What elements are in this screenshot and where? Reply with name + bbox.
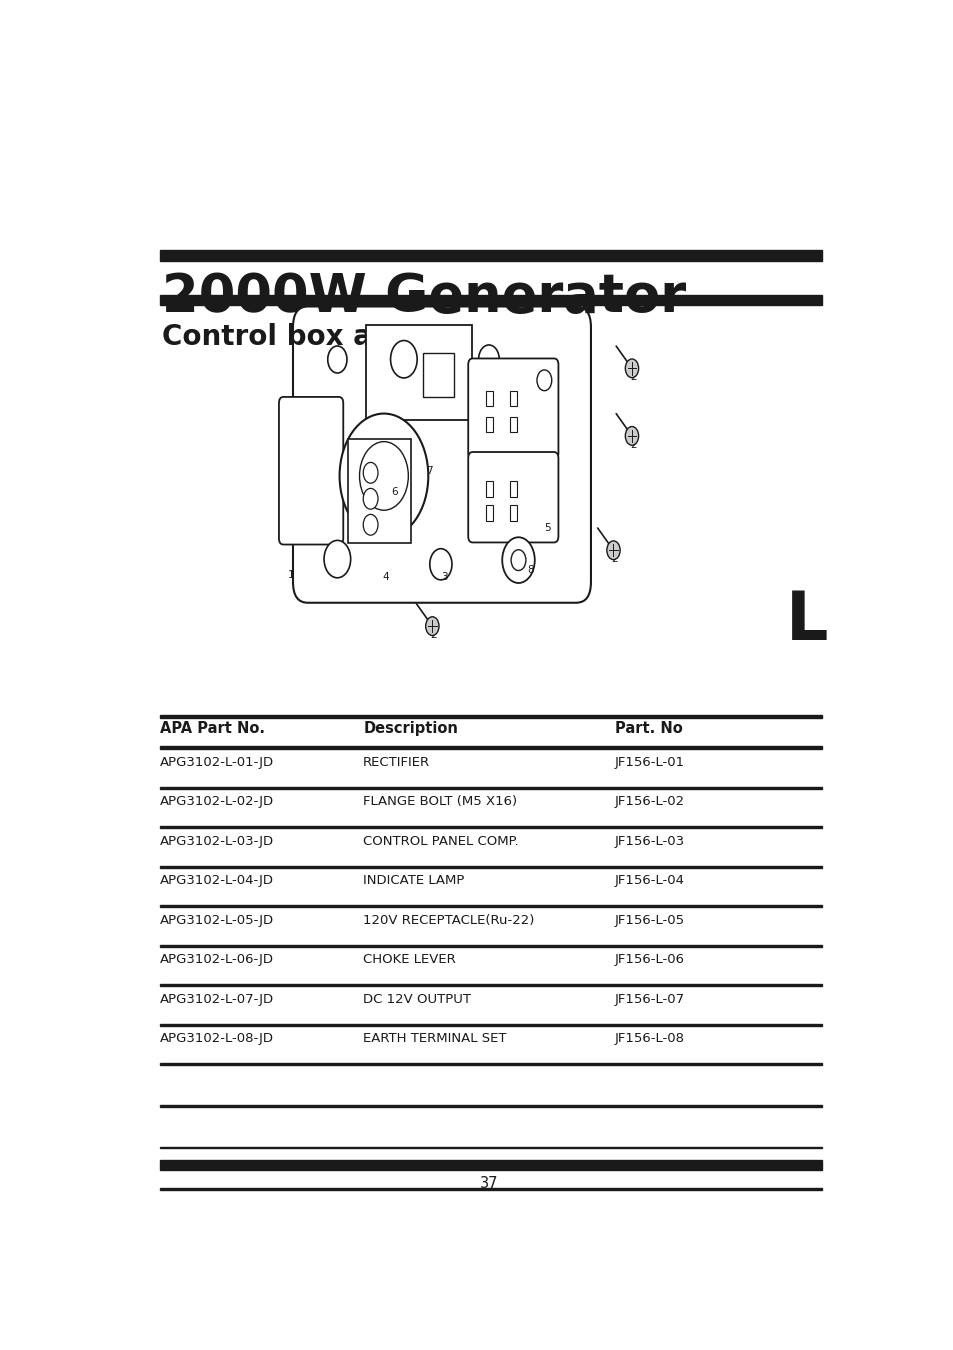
Text: CHOKE LEVER: CHOKE LEVER [363, 953, 456, 967]
Text: 2: 2 [430, 630, 436, 640]
Text: FLANGE BOLT (M5 X16): FLANGE BOLT (M5 X16) [363, 795, 517, 809]
Circle shape [390, 340, 416, 378]
Text: JF156-L-02: JF156-L-02 [614, 795, 684, 809]
Text: JF156-L-03: JF156-L-03 [614, 834, 684, 848]
Circle shape [537, 370, 551, 390]
Circle shape [501, 537, 535, 583]
Bar [160, 865, 821, 868]
Text: JF156-L-08: JF156-L-08 [614, 1031, 684, 1045]
Bar [485, 390, 493, 406]
Text: 2: 2 [629, 373, 636, 382]
Bar [160, 716, 821, 718]
Text: JF156-L-07: JF156-L-07 [614, 992, 684, 1006]
Text: 2: 2 [611, 555, 618, 564]
Text: 5: 5 [544, 522, 551, 533]
Text: APG3102-L-02-JD: APG3102-L-02-JD [160, 795, 274, 809]
Bar [160, 1023, 821, 1026]
Bar [160, 1064, 821, 1065]
Text: 4: 4 [382, 572, 389, 582]
Text: 2: 2 [629, 440, 636, 450]
FancyBboxPatch shape [422, 352, 454, 397]
FancyBboxPatch shape [468, 359, 558, 459]
Circle shape [328, 346, 347, 373]
Bar [160, 1106, 821, 1107]
Bar [160, 250, 821, 261]
Circle shape [425, 617, 438, 636]
Bar [509, 417, 517, 432]
Text: APG3102-L-06-JD: APG3102-L-06-JD [160, 953, 274, 967]
Text: INDICATE LAMP: INDICATE LAMP [363, 873, 464, 887]
Text: EARTH TERMINAL SET: EARTH TERMINAL SET [363, 1031, 506, 1045]
Text: Description: Description [363, 721, 457, 736]
Text: RECTIFIER: RECTIFIER [363, 756, 430, 768]
Circle shape [339, 413, 428, 539]
Bar [485, 505, 493, 521]
Text: 1: 1 [288, 570, 294, 579]
Circle shape [606, 541, 619, 560]
Bar [160, 945, 821, 946]
Bar [485, 481, 493, 497]
Circle shape [429, 548, 452, 580]
Text: 7: 7 [426, 466, 433, 475]
Text: APG3102-L-04-JD: APG3102-L-04-JD [160, 873, 274, 887]
Text: APG3102-L-03-JD: APG3102-L-03-JD [160, 834, 274, 848]
Text: CONTROL PANEL COMP.: CONTROL PANEL COMP. [363, 834, 518, 848]
Text: APG3102-L-05-JD: APG3102-L-05-JD [160, 914, 274, 926]
Circle shape [511, 549, 525, 571]
FancyBboxPatch shape [347, 439, 411, 544]
Circle shape [624, 427, 638, 446]
Text: 120V RECEPTACLE(Ru-22): 120V RECEPTACLE(Ru-22) [363, 914, 534, 926]
Text: APG3102-L-08-JD: APG3102-L-08-JD [160, 1031, 274, 1045]
FancyBboxPatch shape [366, 325, 472, 420]
Bar [160, 1272, 821, 1273]
Bar [160, 296, 821, 305]
Bar [160, 906, 821, 907]
Text: 3: 3 [440, 572, 447, 582]
Circle shape [363, 463, 377, 483]
Text: JF156-L-06: JF156-L-06 [614, 953, 684, 967]
Circle shape [478, 346, 498, 374]
Circle shape [624, 359, 638, 378]
Text: 8: 8 [527, 564, 534, 575]
FancyBboxPatch shape [278, 397, 343, 544]
Bar [160, 1160, 821, 1170]
Circle shape [363, 489, 377, 509]
Bar [509, 505, 517, 521]
Text: APA Part No.: APA Part No. [160, 721, 265, 736]
Bar [160, 1188, 821, 1191]
Bar [160, 826, 821, 829]
Text: JF156-L-01: JF156-L-01 [614, 756, 684, 768]
Text: APG3102-L-07-JD: APG3102-L-07-JD [160, 992, 274, 1006]
Bar [509, 390, 517, 406]
Bar [160, 1314, 821, 1315]
Bar [160, 984, 821, 987]
Text: 6: 6 [391, 486, 397, 497]
Text: Part. No: Part. No [614, 721, 681, 736]
Circle shape [359, 441, 408, 510]
Circle shape [324, 540, 351, 578]
Text: JF156-L-04: JF156-L-04 [614, 873, 684, 887]
Bar [160, 1230, 821, 1231]
Text: Control box assy.: Control box assy. [162, 323, 431, 351]
Bar [160, 1146, 821, 1149]
FancyBboxPatch shape [468, 452, 558, 543]
Bar [509, 481, 517, 497]
Bar [160, 787, 821, 788]
Text: APG3102-L-01-JD: APG3102-L-01-JD [160, 756, 274, 768]
Text: 2000W Generator: 2000W Generator [162, 271, 685, 323]
Text: JF156-L-05: JF156-L-05 [614, 914, 684, 926]
Text: 37: 37 [479, 1176, 497, 1191]
Circle shape [363, 514, 377, 535]
Bar [485, 417, 493, 432]
Text: L: L [784, 589, 827, 655]
FancyBboxPatch shape [293, 306, 590, 602]
Bar [160, 747, 821, 749]
Text: DC 12V OUTPUT: DC 12V OUTPUT [363, 992, 471, 1006]
